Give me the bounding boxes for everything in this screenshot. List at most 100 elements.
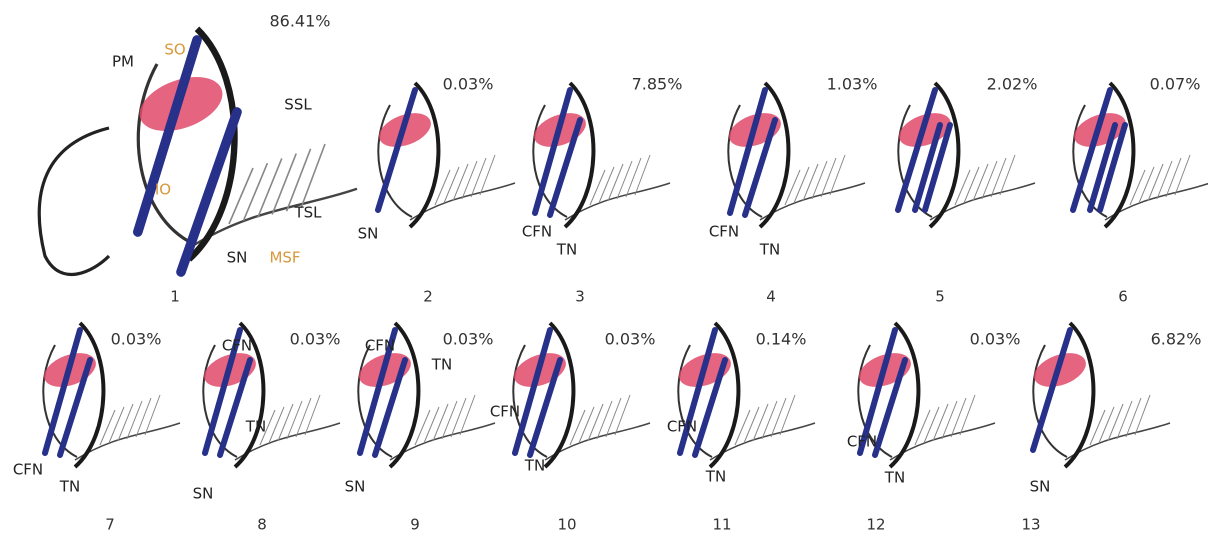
hatch [579,407,594,443]
hatch [1139,167,1154,203]
panel-number: 4 [766,288,776,306]
structure-label: IO [155,181,171,199]
hatch [599,167,614,203]
structure-label: TSL [293,204,322,222]
panel-percent: 1.03% [827,75,878,94]
hatch [933,404,948,441]
structure-label: CFN [365,337,395,355]
ground-line [390,423,495,460]
sketch [374,83,515,227]
structure-label: TN [705,468,726,486]
panel-percent: 0.03% [443,330,494,349]
structure-label: CFN [847,433,877,451]
hatch [1099,407,1114,443]
nerve [535,90,570,213]
panel-number: 10 [557,516,576,533]
orbit-rim [410,83,438,227]
panel-percent: 0.03% [443,75,494,94]
structure-label: CFN [490,403,520,421]
hatch [453,164,468,201]
panel-percent: 2.02% [987,75,1038,94]
panel-percent: 0.14% [756,330,807,349]
ground-line [189,189,357,248]
structure-label: CFN [667,418,697,436]
nerve [730,90,765,213]
sketch [39,29,357,275]
structure-label: TN [556,241,577,259]
panel-number: 1 [170,288,180,306]
panel-number: 9 [410,516,420,533]
ground-line [930,183,1035,220]
structure-label: TN [884,469,905,487]
ground-line [1065,423,1170,460]
structure-label: SSL [284,96,312,114]
panel-percent: 86.41% [269,12,330,31]
structure-label: SN [227,249,248,267]
panel-percent: 0.03% [970,330,1021,349]
panel-percent: 0.03% [111,330,162,349]
structure-label: CFN [522,223,552,241]
hatch [433,404,448,441]
hatch [588,404,603,441]
structure-label: TN [431,356,452,374]
hatch [753,404,768,441]
hatch [269,407,284,443]
nerve [1033,330,1070,450]
hatch [608,164,623,201]
structure-label: SN [193,485,214,503]
panel-number: 3 [575,288,585,306]
panel-percent: 0.07% [1150,75,1201,94]
sketch [529,83,670,227]
hatch [1108,404,1123,441]
structure-label: TN [59,478,80,496]
orbit-rim [1065,323,1093,467]
ground-line [410,183,515,220]
structure-label: CFN [222,337,252,355]
hatch [278,404,293,441]
hatch [109,407,124,443]
ground-line [1105,183,1208,220]
nerve [138,40,197,232]
panel-percent: 6.82% [1151,330,1202,349]
hatch [794,167,809,203]
hatch [964,167,979,203]
ground-line [890,423,995,460]
structure-label: SN [345,478,366,496]
hatch [424,407,439,443]
panel-percent: 7.85% [632,75,683,94]
panel-number: 7 [105,516,115,533]
hatch [258,158,282,217]
structure-label: CFN [709,223,739,241]
panel-number: 6 [1118,288,1128,306]
sketch [894,83,1035,227]
structure-label: MSF [269,249,300,267]
hatch [444,167,459,203]
hatch [744,407,759,443]
structure-label: SO [164,41,185,59]
hatch [118,404,133,441]
ground-line [710,423,815,460]
structure-label: TN [759,241,780,259]
nerve [378,90,415,210]
panel-number: 5 [935,288,945,306]
hatch [924,407,939,443]
ground-line [565,183,670,220]
panel-number: 8 [257,516,267,533]
hatch [1148,164,1163,201]
panel-percent: 0.03% [605,330,656,349]
sketch [1029,323,1170,467]
structure-label: PM [112,53,134,71]
ground-line [760,183,865,220]
ground-line [75,423,180,460]
structure-label: CFN [13,461,43,479]
sketch [1069,83,1208,227]
panel-number: 2 [423,288,433,306]
hatch [243,163,267,221]
panel-number: 12 [866,516,885,533]
hatch [973,164,988,201]
hatch [803,164,818,201]
sketch [724,83,865,227]
ground-line [545,423,650,460]
figure: 1 86.41% PM SO SSL IO TSL SN MSF 2 0.03% SN 3 7.85% CF… [0,0,1208,533]
bone [39,128,109,274]
